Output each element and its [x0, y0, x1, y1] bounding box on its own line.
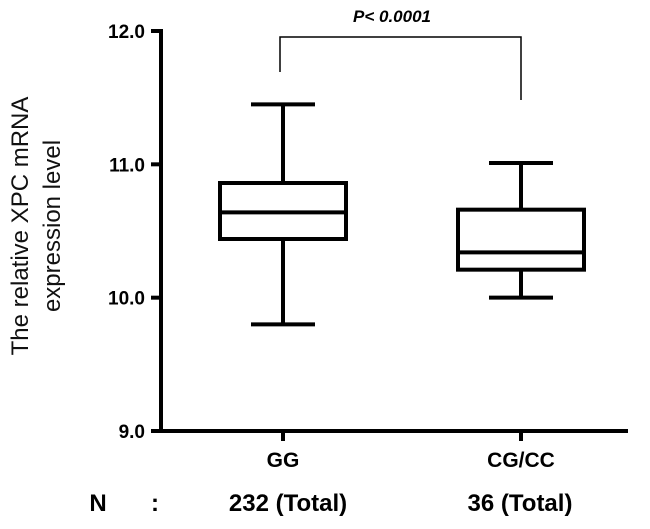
n-value-gg: 232 (Total) [229, 490, 347, 517]
box-cgcc [456, 161, 586, 300]
y-tick-label: 10.0 [108, 289, 145, 310]
boxes [218, 102, 586, 327]
category-label-cgcc: CG/CC [487, 449, 555, 472]
y-tick-label: 12.0 [108, 22, 145, 43]
y-axis-label-line2: expression level [39, 140, 66, 312]
y-tick-label: 9.0 [119, 422, 145, 443]
p-value-annotation: P< 0.0001 [353, 7, 431, 26]
iqr-box [456, 207, 586, 272]
n-row-separator: : [151, 490, 159, 517]
y-ticks: 9.0 10.0 11.0 12.0 [108, 22, 161, 443]
y-axis-label-line1: The relative XPC mRNA [7, 97, 34, 356]
n-value-cgcc: 36 (Total) [468, 490, 573, 517]
n-row-label: N [89, 490, 106, 517]
category-label-gg: GG [267, 449, 300, 472]
y-tick-label: 11.0 [109, 155, 145, 176]
significance-bracket [279, 36, 522, 100]
box-gg [218, 102, 348, 327]
